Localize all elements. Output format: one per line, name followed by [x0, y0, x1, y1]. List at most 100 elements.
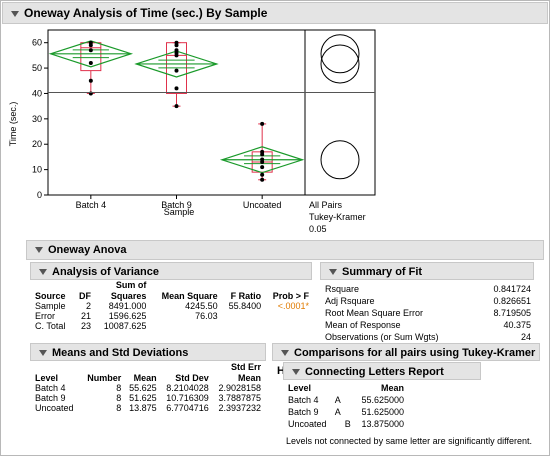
y-tick-label: 30: [32, 114, 42, 124]
oneway-chart: Time (sec.) Sample 0 10 20 30 40 50 60 Batch 4…: [8, 29, 376, 234]
anova-header-source: Source: [35, 291, 66, 301]
disclosure-triangle-icon[interactable]: [11, 10, 19, 17]
comparison-circle: [320, 34, 360, 74]
cell-f: [220, 311, 263, 321]
means-header-mean: Mean: [133, 373, 157, 383]
x-tick-label: Batch 4: [76, 200, 107, 210]
fit-label: Rsquare: [325, 284, 360, 294]
disclosure-triangle-icon[interactable]: [281, 350, 289, 357]
data-point: [174, 50, 179, 55]
connecting-letters-header[interactable]: Connecting Letters Report: [283, 362, 481, 380]
cell-level: Batch 4: [288, 395, 319, 405]
tukey-note: Levels not connected by same letter are …: [286, 436, 532, 446]
x-axis-ticks: Batch 4 Batch 9 Uncoated: [76, 195, 281, 210]
data-point: [88, 78, 93, 83]
fit-label: Root Mean Square Error: [325, 308, 424, 318]
cell-ms: [148, 321, 219, 331]
cell-ss: 1596.625: [108, 311, 147, 321]
cell-df: 21: [81, 311, 92, 321]
cell-p-value: [263, 311, 311, 321]
comparison-circles: [320, 34, 360, 180]
anova-header-ss1: Sum of: [115, 280, 147, 290]
data-point: [260, 172, 265, 177]
data-point: [260, 157, 265, 162]
disclosure-triangle-icon[interactable]: [39, 269, 47, 276]
table-row: Uncoated B 13.875000: [286, 418, 406, 430]
fit-value: 0.841724: [493, 284, 531, 294]
cell-f: [220, 321, 263, 331]
anova-header-ss2: Squares: [110, 291, 147, 301]
connecting-letters-table: Level Mean Batch 4 A 55.625000 Batch 9 A…: [286, 382, 406, 430]
y-axis-label: Time (sec.): [8, 102, 18, 147]
cell-mean: 13.875: [129, 403, 157, 413]
table-row: Uncoated 8 13.875 6.7704716 2.3937232: [33, 403, 263, 413]
oneway-anova-header[interactable]: Oneway Anova: [26, 240, 544, 260]
means-header-number: Number: [87, 373, 122, 383]
table-row: Batch 9 A 51.625000: [286, 406, 406, 418]
cell-mean: 51.625000: [361, 407, 404, 417]
cell-se: 2.3937232: [218, 403, 261, 413]
data-point: [260, 177, 265, 182]
comparison-circles-label: All Pairs Tukey-Kramer 0.05: [309, 200, 366, 234]
report-header[interactable]: Oneway Analysis of Time (sec.) By Sample: [2, 2, 548, 24]
cell-letter: A: [334, 407, 341, 417]
cell-sd: 10.716309: [166, 393, 209, 403]
y-tick-label: 10: [32, 165, 42, 175]
means-std-header[interactable]: Means and Std Deviations: [30, 343, 266, 361]
fit-value: 8.719505: [493, 308, 531, 318]
data-point: [260, 149, 265, 154]
cell-ms: 4245.50: [185, 301, 218, 311]
cell-source: C. Total: [35, 321, 66, 331]
data-point: [174, 68, 179, 73]
cell-f: 55.8400: [228, 301, 262, 311]
cell-number: 8: [116, 393, 122, 403]
table-row: C. Total 23 10087.625: [33, 321, 311, 331]
cell-number: 8: [116, 383, 122, 393]
table-row: Observations (or Sum Wgts) 24: [323, 331, 533, 343]
means-table: Std Err Level Number Mean Std Dev Mean B…: [33, 361, 263, 413]
means-std-title: Means and Std Deviations: [52, 347, 189, 359]
cell-letter: A: [334, 395, 341, 405]
cell-df: 23: [81, 321, 92, 331]
tukey-header[interactable]: Comparisons for all pairs using Tukey-Kr…: [272, 343, 540, 377]
cell-letter: B: [344, 419, 351, 429]
cell-level: Batch 4: [35, 383, 66, 393]
anova-header-ms: Mean Square: [161, 291, 218, 301]
cell-p-value: <.0001*: [277, 301, 309, 311]
anova-table: Sum of Source DF Squares Mean Square F R…: [33, 279, 311, 331]
cell-mean: 13.875000: [361, 419, 404, 429]
disclosure-triangle-icon[interactable]: [292, 369, 300, 376]
means-header-sd: Std Dev: [175, 373, 209, 383]
disclosure-triangle-icon[interactable]: [35, 247, 43, 254]
analysis-of-variance-title: Analysis of Variance: [52, 266, 159, 278]
x-axis-label: Sample: [164, 207, 195, 217]
y-tick-label: 20: [32, 139, 42, 149]
table-row: Error 21 1596.625 76.03: [33, 311, 311, 321]
summary-of-fit-table: Rsquare 0.841724 Adj Rsquare 0.826651 Root…: [323, 283, 533, 343]
cell-df: 2: [86, 301, 92, 311]
data-point: [88, 61, 93, 65]
disclosure-triangle-icon[interactable]: [39, 350, 47, 357]
y-axis-ticks: 0 10 20 30 40 50 60: [32, 38, 48, 200]
cell-source: Sample: [35, 301, 66, 311]
comparison-circle: [320, 140, 360, 180]
chart-marks: [48, 40, 305, 182]
report-title: Oneway Analysis of Time (sec.) By Sample: [24, 6, 268, 20]
table-row: Rsquare 0.841724: [323, 283, 533, 295]
disclosure-triangle-icon[interactable]: [329, 269, 337, 276]
fit-label: Observations (or Sum Wgts): [325, 332, 439, 342]
cell-p-value: [263, 321, 311, 331]
data-point: [88, 40, 93, 45]
cell-level: Batch 9: [288, 407, 319, 417]
cell-source: Error: [35, 311, 55, 321]
table-row: Batch 9 8 51.625 10.716309 3.7887875: [33, 393, 263, 403]
data-point: [174, 104, 179, 109]
data-point: [174, 40, 179, 45]
analysis-of-variance-header[interactable]: Analysis of Variance: [30, 262, 312, 280]
anova-header-f: F Ratio: [230, 291, 262, 301]
summary-of-fit-header[interactable]: Summary of Fit: [320, 262, 534, 280]
fit-value: 24: [520, 332, 531, 342]
table-row: Root Mean Square Error 8.719505: [323, 307, 533, 319]
y-tick-label: 60: [32, 38, 42, 48]
y-tick-label: 0: [37, 190, 42, 200]
